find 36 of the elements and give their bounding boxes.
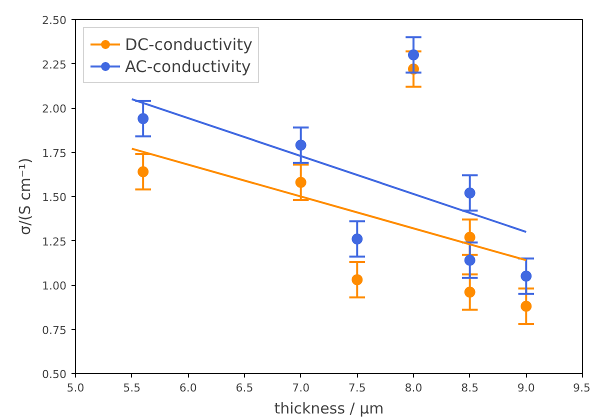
x-tick-label: 8.5	[461, 382, 479, 394]
point	[352, 274, 363, 286]
point	[138, 113, 149, 124]
x-tick-label: 9.5	[573, 382, 590, 394]
y-tick-label: 0.75	[42, 324, 67, 337]
x-tick-label: 6.0	[179, 382, 197, 394]
point	[464, 232, 476, 243]
y-tick-label: 2.50	[42, 14, 67, 27]
point	[352, 233, 363, 244]
point	[138, 166, 149, 178]
x-tick-label: 8.0	[404, 382, 422, 394]
point	[295, 140, 306, 151]
x-tick-label: 5.5	[123, 382, 141, 394]
x-axis-title: thickness / μm	[274, 400, 384, 418]
legend-label: DC-conductivity	[125, 34, 252, 54]
point	[520, 300, 532, 312]
y-tick-label: 2.00	[42, 102, 67, 116]
x-tick-label: 6.5	[236, 382, 254, 394]
y-tick-label: 2.25	[42, 58, 67, 72]
x-tick-label: 7.0	[292, 382, 310, 394]
point	[464, 286, 476, 298]
y-tick-label: 0.50	[42, 368, 67, 381]
point	[520, 270, 532, 282]
y-tick-label: 1.25	[42, 235, 67, 248]
point	[408, 49, 419, 60]
point	[464, 254, 476, 266]
x-tick-label: 7.5	[348, 382, 366, 394]
point	[464, 187, 476, 198]
y-axis-title: σ/(S cm⁻¹)	[16, 158, 34, 236]
y-tick-label: 1.75	[42, 146, 67, 160]
legend-label: AC-conductivity	[125, 56, 251, 76]
y-tick-label: 1.00	[42, 280, 67, 292]
x-tick-label: 9.0	[517, 382, 535, 394]
point	[295, 176, 306, 188]
y-tick-label: 1.50	[42, 191, 67, 204]
x-tick-label: 5.0	[66, 382, 84, 394]
